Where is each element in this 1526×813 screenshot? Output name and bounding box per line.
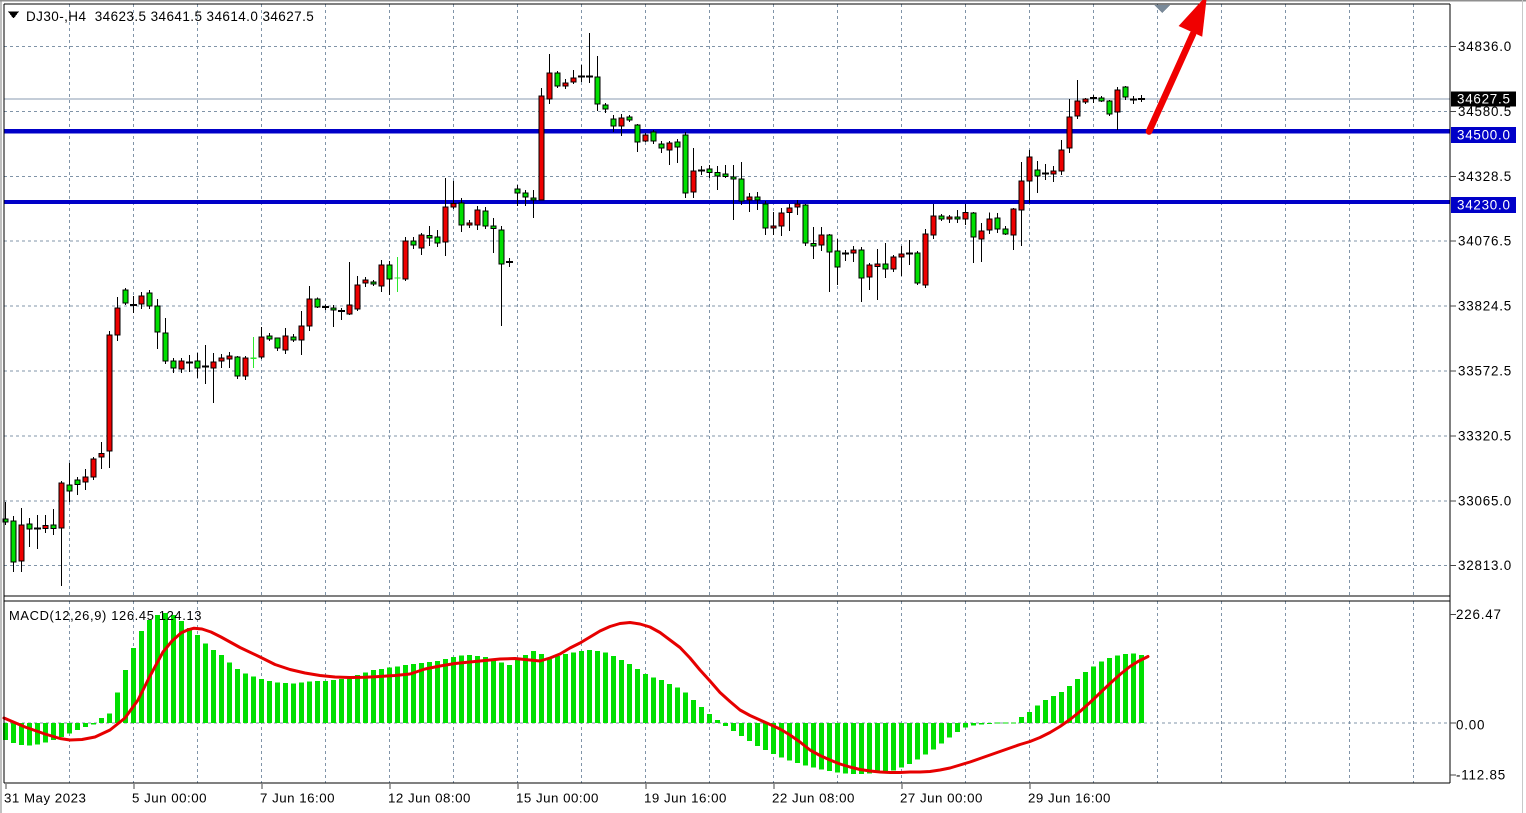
svg-text:34836.0: 34836.0	[1458, 39, 1512, 54]
svg-text:33572.5: 33572.5	[1458, 364, 1512, 379]
svg-text:0.00: 0.00	[1456, 718, 1485, 733]
svg-text:226.47: 226.47	[1456, 607, 1502, 622]
svg-text:33320.5: 33320.5	[1458, 428, 1512, 443]
svg-text:34328.5: 34328.5	[1458, 169, 1512, 184]
svg-text:22 Jun 08:00: 22 Jun 08:00	[772, 791, 855, 806]
svg-text:34500.0: 34500.0	[1457, 128, 1511, 143]
svg-text:19 Jun 16:00: 19 Jun 16:00	[644, 791, 727, 806]
svg-text:32813.0: 32813.0	[1458, 558, 1512, 573]
svg-text:34230.0: 34230.0	[1457, 198, 1511, 213]
svg-text:15 Jun 00:00: 15 Jun 00:00	[516, 791, 599, 806]
svg-text:33065.0: 33065.0	[1458, 493, 1512, 508]
svg-text:29 Jun 16:00: 29 Jun 16:00	[1028, 791, 1111, 806]
svg-text:34580.5: 34580.5	[1458, 104, 1512, 119]
svg-text:33824.5: 33824.5	[1458, 299, 1512, 314]
svg-text:34076.5: 34076.5	[1458, 234, 1512, 249]
svg-text:-112.85: -112.85	[1456, 768, 1506, 783]
svg-text:5 Jun 00:00: 5 Jun 00:00	[132, 791, 207, 806]
svg-text:27 Jun 00:00: 27 Jun 00:00	[900, 791, 983, 806]
svg-text:MACD(12,26,9) 126.45 124.13: MACD(12,26,9) 126.45 124.13	[9, 608, 202, 623]
svg-text:12 Jun 08:00: 12 Jun 08:00	[388, 791, 471, 806]
svg-text:7 Jun 16:00: 7 Jun 16:00	[260, 791, 335, 806]
svg-text:34627.5: 34627.5	[1457, 92, 1511, 107]
svg-text:DJ30-,H4 34623.5 34641.5 3461: DJ30-,H4 34623.5 34641.5 34614.0 34627.5	[26, 9, 314, 24]
svg-text:31 May 2023: 31 May 2023	[4, 791, 86, 806]
